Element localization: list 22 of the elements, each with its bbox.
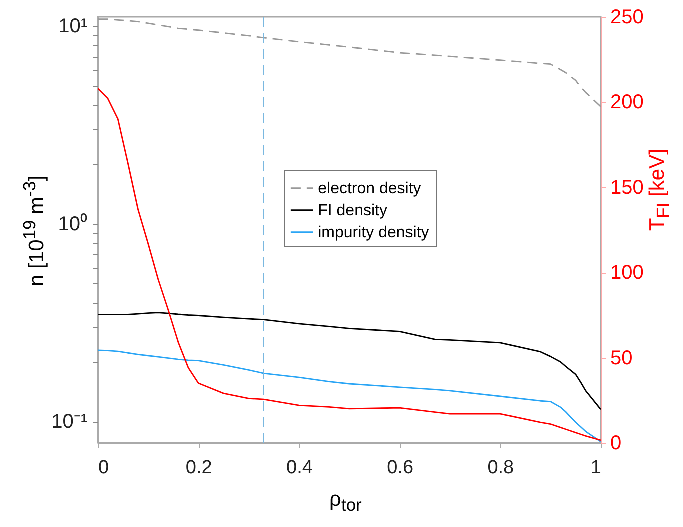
y2-tick-label: 50 xyxy=(610,347,633,370)
x-axis-title: ρ$_{tor}$ xyxy=(330,488,362,516)
line-series xyxy=(98,312,601,410)
legend-label: FI density xyxy=(318,202,388,220)
y-tick-label: 10⁻¹ xyxy=(52,411,88,434)
legend-label: electron desity xyxy=(318,180,422,198)
y2-tick-label: 100 xyxy=(610,262,644,284)
x-tick-label: 0.8 xyxy=(488,458,514,478)
x-tick-label: 0.2 xyxy=(186,458,212,478)
x-tick-label: 0.6 xyxy=(387,458,414,478)
y2-tick-label: 150 xyxy=(610,176,644,199)
y2-tick-label: 200 xyxy=(610,92,644,114)
y-tick-label: 10¹ xyxy=(58,15,88,38)
line-series xyxy=(98,88,601,442)
y2-tick-label: 0 xyxy=(610,432,622,454)
x-tick-label: 1 xyxy=(590,458,602,478)
legend-label: impurity density xyxy=(318,224,430,242)
y2-tick-label: 250 xyxy=(610,6,644,28)
x-tick-label: 0.4 xyxy=(286,458,314,478)
x-tick-label: 0 xyxy=(98,458,110,478)
y-tick-label: 10⁰ xyxy=(58,212,88,236)
line-series xyxy=(98,18,601,108)
